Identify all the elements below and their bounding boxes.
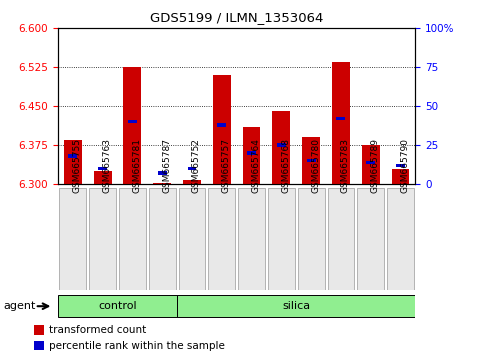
Bar [302,137,320,184]
Bar [247,151,256,155]
Legend: transformed count, percentile rank within the sample: transformed count, percentile rank withi… [29,321,229,354]
Text: control: control [98,301,137,311]
Text: GSM665755: GSM665755 [73,138,82,193]
Bar [124,67,142,184]
FancyBboxPatch shape [327,188,355,290]
FancyBboxPatch shape [58,295,177,318]
FancyBboxPatch shape [387,188,414,290]
FancyBboxPatch shape [298,188,325,290]
Text: GSM665783: GSM665783 [341,138,350,193]
Bar [213,75,231,184]
FancyBboxPatch shape [179,188,205,290]
Text: agent: agent [3,301,35,311]
Text: GSM665781: GSM665781 [132,138,142,193]
Text: GSM665790: GSM665790 [400,138,410,193]
Bar [332,62,350,184]
Bar [64,140,82,184]
Bar [277,143,286,147]
FancyBboxPatch shape [238,188,265,290]
Bar [362,145,380,184]
FancyBboxPatch shape [268,188,295,290]
Bar [128,120,137,124]
Text: GSM665789: GSM665789 [371,138,380,193]
Text: GSM665780: GSM665780 [311,138,320,193]
Bar [187,167,197,170]
Text: GSM665764: GSM665764 [252,138,260,193]
Text: silica: silica [282,301,310,311]
Bar [337,117,345,120]
FancyBboxPatch shape [89,188,116,290]
FancyBboxPatch shape [208,188,235,290]
Title: GDS5199 / ILMN_1353064: GDS5199 / ILMN_1353064 [150,11,323,24]
Bar [69,154,77,158]
FancyBboxPatch shape [59,188,86,290]
Bar [217,123,226,127]
Bar [392,169,410,184]
Text: GSM665752: GSM665752 [192,138,201,193]
Bar [94,171,112,184]
Bar [307,159,315,162]
Bar [183,180,201,184]
FancyBboxPatch shape [149,188,176,290]
FancyBboxPatch shape [357,188,384,290]
Bar [366,161,375,164]
Bar [98,167,107,170]
Bar [158,171,167,175]
Text: GSM665768: GSM665768 [282,138,290,193]
Bar [242,127,260,184]
Text: GSM665787: GSM665787 [162,138,171,193]
Text: GSM665757: GSM665757 [222,138,231,193]
FancyBboxPatch shape [119,188,146,290]
FancyBboxPatch shape [177,295,415,318]
Bar [272,112,290,184]
Bar [396,164,405,167]
Text: GSM665763: GSM665763 [103,138,112,193]
Bar [153,183,171,184]
